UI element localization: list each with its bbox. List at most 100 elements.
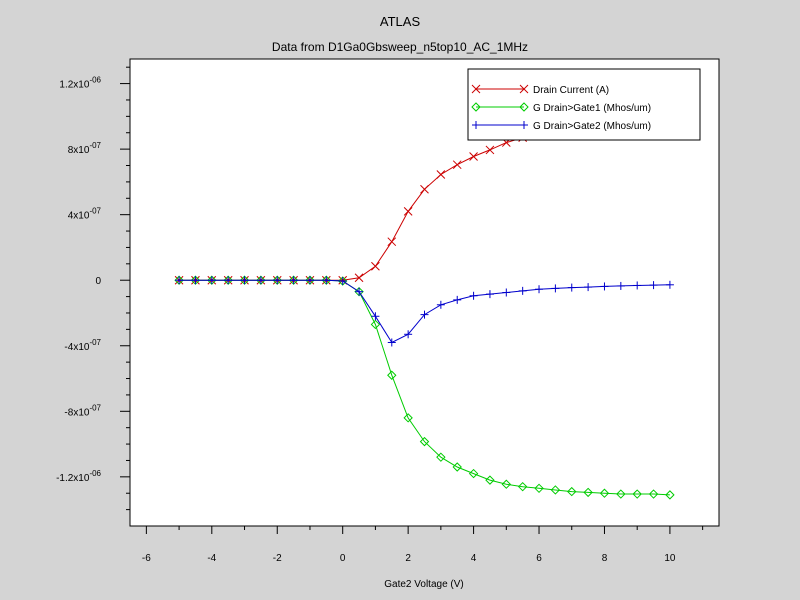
data-point <box>502 288 511 297</box>
data-point <box>551 284 560 293</box>
series-2 <box>175 276 674 347</box>
data-point <box>468 468 479 479</box>
axis-layer: -6 -4 -2 0 2 4 6 8 101.2x10-068x10-074x10-070-4x… <box>56 66 704 564</box>
y-tick-mantissa: -1.2x10 <box>56 473 90 484</box>
legend-item-1: G Drain>Gate1 (Mhos/um) <box>471 102 651 114</box>
data-point <box>175 276 184 285</box>
y-tick-mantissa: 1.2x10 <box>59 80 89 91</box>
x-tick-label: -2 <box>273 553 282 564</box>
legend-item-2: G Drain>Gate2 (Mhos/um) <box>472 121 651 132</box>
data-point <box>485 290 494 299</box>
y-tick-label: -1.2x10-06 <box>56 469 101 484</box>
data-point <box>534 483 544 494</box>
y-tick-label: 0 <box>95 276 101 287</box>
x-axis-label: Gate2 Voltage (V) <box>384 579 464 590</box>
chart-subtitle: Data from D1Ga0Gbsweep_n5top10_AC_1MHz <box>272 40 528 54</box>
data-point <box>387 338 396 347</box>
y-tick-mantissa: 8x10 <box>68 145 90 156</box>
data-point <box>419 436 430 447</box>
legend: Drain Current (A) G Drain>Gate1 (Mhos/um)… <box>467 68 701 141</box>
data-point <box>436 300 445 309</box>
data-point <box>371 312 380 321</box>
legend-item-0: Drain Current (A) <box>471 84 609 96</box>
legend-marker <box>519 84 529 94</box>
y-tick-exponent: -07 <box>89 141 101 150</box>
data-point <box>517 481 528 492</box>
legend-marker <box>520 121 528 129</box>
data-point <box>518 286 527 295</box>
data-point <box>452 462 462 472</box>
y-tick-mantissa: -4x10 <box>64 342 89 353</box>
y-tick-label: -4x10-07 <box>64 338 101 353</box>
legend-box <box>467 68 701 141</box>
x-tick-label: 2 <box>405 553 411 564</box>
data-point <box>452 160 462 170</box>
y-tick-mantissa: 0 <box>95 276 101 287</box>
x-tick-label: -6 <box>142 553 151 564</box>
legend-marker <box>471 102 481 112</box>
data-point <box>420 310 429 319</box>
data-point <box>633 281 642 290</box>
data-point <box>485 475 495 485</box>
data-point <box>665 490 675 500</box>
data-point <box>322 276 331 285</box>
legend-marker <box>519 102 529 112</box>
x-tick-label: 6 <box>536 553 542 564</box>
data-point <box>289 276 298 285</box>
data-point <box>207 276 216 285</box>
data-point <box>599 488 610 498</box>
data-point <box>355 287 364 296</box>
y-tick-label: -8x10-07 <box>64 403 101 418</box>
y-tick-label: 4x10-07 <box>68 207 102 222</box>
legend-marker <box>472 121 480 129</box>
data-point <box>632 489 642 499</box>
data-point <box>567 283 576 292</box>
y-tick-mantissa: 4x10 <box>68 211 90 222</box>
y-tick-label: 1.2x10-06 <box>59 76 101 91</box>
data-point <box>403 413 413 423</box>
y-tick-exponent: -06 <box>89 76 101 85</box>
data-point <box>387 237 397 247</box>
data-point <box>567 486 577 497</box>
chart-title: ATLAS <box>380 14 421 29</box>
legend-label: G Drain>Gate2 (Mhos/um) <box>533 121 651 132</box>
x-tick-label: 0 <box>340 553 346 564</box>
data-point <box>224 276 233 285</box>
y-tick-exponent: -07 <box>89 403 101 412</box>
data-point <box>436 452 446 462</box>
x-tick-label: 10 <box>664 553 676 564</box>
data-point <box>584 283 593 292</box>
data-point <box>665 280 674 289</box>
data-point <box>649 281 658 290</box>
data-point <box>501 479 512 489</box>
data-point <box>273 276 282 285</box>
data-point <box>338 277 347 286</box>
data-point <box>354 273 364 283</box>
y-tick-exponent: -06 <box>89 469 101 478</box>
data-point <box>305 276 314 285</box>
legend-label: Drain Current (A) <box>533 85 609 96</box>
x-tick-label: -4 <box>207 553 216 564</box>
data-point <box>420 184 429 194</box>
data-point <box>436 170 446 179</box>
data-point <box>485 145 495 155</box>
data-point <box>403 207 413 216</box>
data-point <box>616 281 625 290</box>
x-tick-label: 4 <box>471 553 477 564</box>
x-tick-label: 8 <box>602 553 608 564</box>
data-point <box>387 370 397 380</box>
y-tick-exponent: -07 <box>89 207 101 216</box>
data-point <box>535 285 544 294</box>
y-tick-label: 8x10-07 <box>68 141 102 156</box>
data-point <box>469 152 478 161</box>
data-point <box>616 489 626 499</box>
data-point <box>370 319 381 330</box>
y-tick-exponent: -07 <box>89 338 101 347</box>
data-point <box>648 489 659 499</box>
data-point <box>240 276 249 285</box>
data-point <box>371 261 380 271</box>
data-point <box>404 330 413 339</box>
legend-label: G Drain>Gate1 (Mhos/um) <box>533 103 651 114</box>
y-tick-mantissa: -8x10 <box>64 407 89 418</box>
